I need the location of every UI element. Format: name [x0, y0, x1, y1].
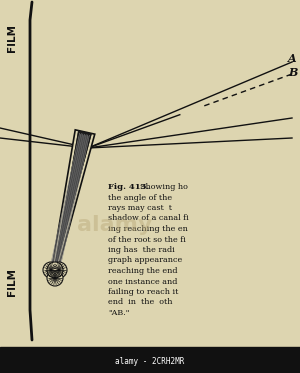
Text: alamy - 2CRH2MR: alamy - 2CRH2MR — [115, 357, 185, 366]
Text: FILM: FILM — [7, 24, 17, 52]
Text: end  in  the  oth: end in the oth — [108, 298, 172, 307]
Text: rays may cast  t: rays may cast t — [108, 204, 172, 212]
Polygon shape — [54, 131, 92, 268]
Text: shadow of a canal fi: shadow of a canal fi — [108, 214, 189, 223]
Text: alamy: alamy — [77, 215, 153, 235]
Text: "AB.": "AB." — [108, 309, 129, 317]
Polygon shape — [52, 130, 95, 269]
Text: one instance and: one instance and — [108, 278, 177, 285]
Polygon shape — [54, 131, 92, 268]
Circle shape — [51, 262, 67, 278]
Circle shape — [47, 270, 63, 286]
Bar — [0, 347, 300, 373]
Text: B: B — [288, 66, 297, 78]
Text: reaching the end: reaching the end — [108, 267, 178, 275]
Text: Showing ho: Showing ho — [140, 183, 188, 191]
Text: ing has  the radi: ing has the radi — [108, 246, 175, 254]
Circle shape — [43, 262, 59, 278]
Circle shape — [47, 262, 63, 278]
Text: A: A — [288, 53, 297, 63]
Text: ing reaching the en: ing reaching the en — [108, 225, 188, 233]
Text: FILM: FILM — [7, 268, 17, 296]
Text: failing to reach it: failing to reach it — [108, 288, 178, 296]
Text: graph appearance: graph appearance — [108, 257, 182, 264]
Text: Fig. 413.: Fig. 413. — [108, 183, 149, 191]
Text: the angle of the: the angle of the — [108, 194, 172, 201]
Text: of the root so the fi: of the root so the fi — [108, 235, 186, 244]
